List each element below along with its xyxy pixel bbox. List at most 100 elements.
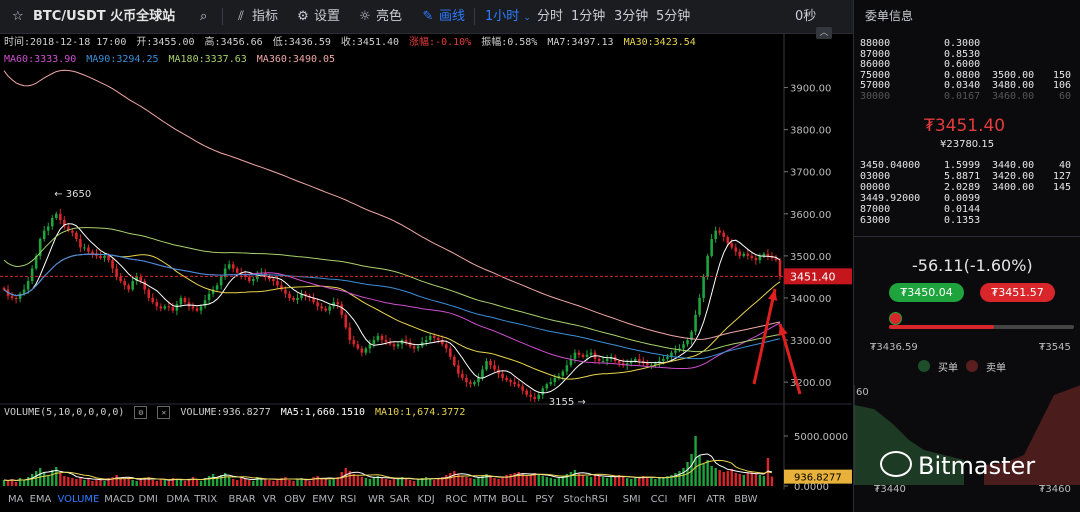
- volume-bar: [416, 479, 420, 486]
- candle-body: [525, 390, 528, 395]
- indicator-tab-rsi[interactable]: RSI: [340, 494, 357, 505]
- volume-bar: [569, 472, 573, 486]
- volume-bar: [324, 479, 327, 486]
- candle-body: [710, 239, 713, 256]
- candle-body: [706, 255, 709, 277]
- indicator-tab-ema[interactable]: EMA: [29, 494, 52, 505]
- pencil-icon: ✎: [422, 9, 434, 24]
- volume-bar: [280, 478, 283, 486]
- volume-bar: [292, 481, 295, 486]
- draw-button[interactable]: ✎ 画线: [421, 0, 465, 33]
- timeframe-3m[interactable]: 3分钟: [614, 9, 649, 24]
- candle-body: [203, 300, 207, 307]
- bid-row-col2: 3420.00: [992, 171, 1035, 182]
- volume-bar: [115, 475, 118, 486]
- candle-body: [424, 340, 428, 343]
- volume-bar: [22, 480, 26, 486]
- indicator-tab-trix[interactable]: TRIX: [194, 494, 218, 505]
- volume-bar: [497, 479, 500, 486]
- timeframe-1h[interactable]: 1小时 ⌄: [485, 9, 531, 24]
- volume-bar: [163, 480, 167, 486]
- indicator-tab-dma[interactable]: DMA: [166, 494, 190, 505]
- collapse-icon[interactable]: ︿: [816, 27, 832, 39]
- indicator-tab-smi[interactable]: SMI: [622, 494, 641, 505]
- volume-bar: [167, 481, 171, 486]
- volume-bar: [630, 479, 633, 486]
- candle-body: [328, 306, 331, 311]
- candle-body: [625, 363, 629, 366]
- volume-bar: [593, 474, 597, 486]
- candle-body: [312, 297, 315, 303]
- buy-price-button[interactable]: ₮3450.04: [889, 283, 964, 302]
- gear-icon[interactable]: ⚙: [134, 405, 148, 419]
- volume-bar: [388, 480, 392, 486]
- volume-bar: [171, 478, 175, 486]
- indicator-tab-ma[interactable]: MA: [8, 494, 24, 505]
- indicator-tab-obv[interactable]: OBV: [284, 494, 306, 505]
- candle-body: [698, 297, 701, 315]
- indicators-button[interactable]: ⫽ 指标: [234, 0, 278, 33]
- volume-bar: [143, 478, 146, 486]
- volume-bar: [412, 481, 416, 486]
- last-price-cny: ¥23780.15: [940, 139, 995, 150]
- candle-body: [231, 264, 235, 269]
- wechat-icon: [880, 451, 912, 477]
- indicator-tab-mfi[interactable]: MFI: [678, 494, 696, 505]
- indicator-tab-roc[interactable]: ROC: [445, 494, 468, 505]
- indicator-tab-cci[interactable]: CCI: [650, 494, 668, 505]
- candle-body: [34, 255, 38, 269]
- sell-price-button[interactable]: ₮3451.57: [980, 283, 1055, 302]
- indicator-tab-emv[interactable]: EMV: [312, 494, 334, 505]
- indicator-tab-vr[interactable]: VR: [262, 494, 277, 505]
- indicator-tab-bbw[interactable]: BBW: [734, 494, 758, 505]
- price-annotation: ← 3650: [54, 189, 91, 200]
- candle-body: [360, 348, 364, 353]
- indicator-tab-brar[interactable]: BRAR: [228, 494, 256, 505]
- timeframe-1m[interactable]: 1分钟: [571, 9, 606, 24]
- indicator-tab-kdj[interactable]: KDJ: [417, 494, 435, 505]
- candle-body: [702, 276, 705, 298]
- candle-body: [746, 253, 750, 256]
- candle-body: [251, 279, 255, 282]
- range-slider[interactable]: [889, 325, 1074, 329]
- indicator-tab-boll[interactable]: BOLL: [501, 494, 527, 505]
- close-icon[interactable]: ✕: [157, 405, 171, 419]
- volume-bar: [231, 479, 235, 486]
- volume-bar: [320, 478, 323, 486]
- indicator-tab-wr[interactable]: WR: [368, 494, 385, 505]
- volume-bar: [219, 475, 223, 486]
- indicator-tab-stochrsi[interactable]: StochRSI: [563, 494, 608, 505]
- price-chart[interactable]: 3900.00 3800.00 3700.00 3600.00 3500.00 3400.…: [0, 34, 852, 490]
- brightness-button[interactable]: ☼ 亮色: [358, 0, 402, 33]
- settings-button[interactable]: ⚙ 设置: [296, 0, 340, 33]
- star-icon[interactable]: ☆: [12, 9, 24, 24]
- candle-body: [637, 358, 641, 362]
- candle-body: [2, 287, 6, 290]
- volume-bar: [666, 476, 669, 486]
- indicator-tab-sar[interactable]: SAR: [389, 494, 410, 505]
- ask-row-col2: 3480.00: [992, 80, 1035, 91]
- volume-bar: [260, 478, 263, 486]
- timeframe-tick[interactable]: 分时: [537, 9, 564, 24]
- volume-bar: [368, 479, 372, 486]
- indicator-tab-dmi[interactable]: DMI: [138, 494, 158, 505]
- candle-body: [569, 358, 573, 366]
- indicator-tab-atr[interactable]: ATR: [706, 494, 726, 505]
- indicator-tab-macd[interactable]: MACD: [104, 494, 135, 505]
- ma7-line: [3, 223, 781, 394]
- volume-bar: [79, 477, 82, 486]
- candle-body: [14, 297, 18, 299]
- volume-bar: [754, 474, 758, 486]
- timeframe-5m[interactable]: 5分钟: [656, 9, 691, 24]
- volume-bar: [420, 478, 424, 486]
- volume-bar: [400, 477, 404, 486]
- indicator-tab-mtm[interactable]: MTM: [473, 494, 497, 505]
- indicator-tab-psy[interactable]: PSY: [535, 494, 554, 505]
- candle-body: [742, 253, 746, 256]
- indicator-tab-volume[interactable]: VOLUME: [57, 494, 100, 505]
- volume-header: VOLUME(5,10,0,0,0,0) ⚙ ✕ VOLUME:936.8277 MA5…: [0, 405, 475, 421]
- range-knob[interactable]: [889, 312, 902, 325]
- search-icon[interactable]: ⌕: [200, 9, 208, 24]
- candle-body: [280, 285, 283, 290]
- ma-info: MA60:3333.90 MA90:3294.25 MA180:3337.63 MA3…: [0, 51, 345, 68]
